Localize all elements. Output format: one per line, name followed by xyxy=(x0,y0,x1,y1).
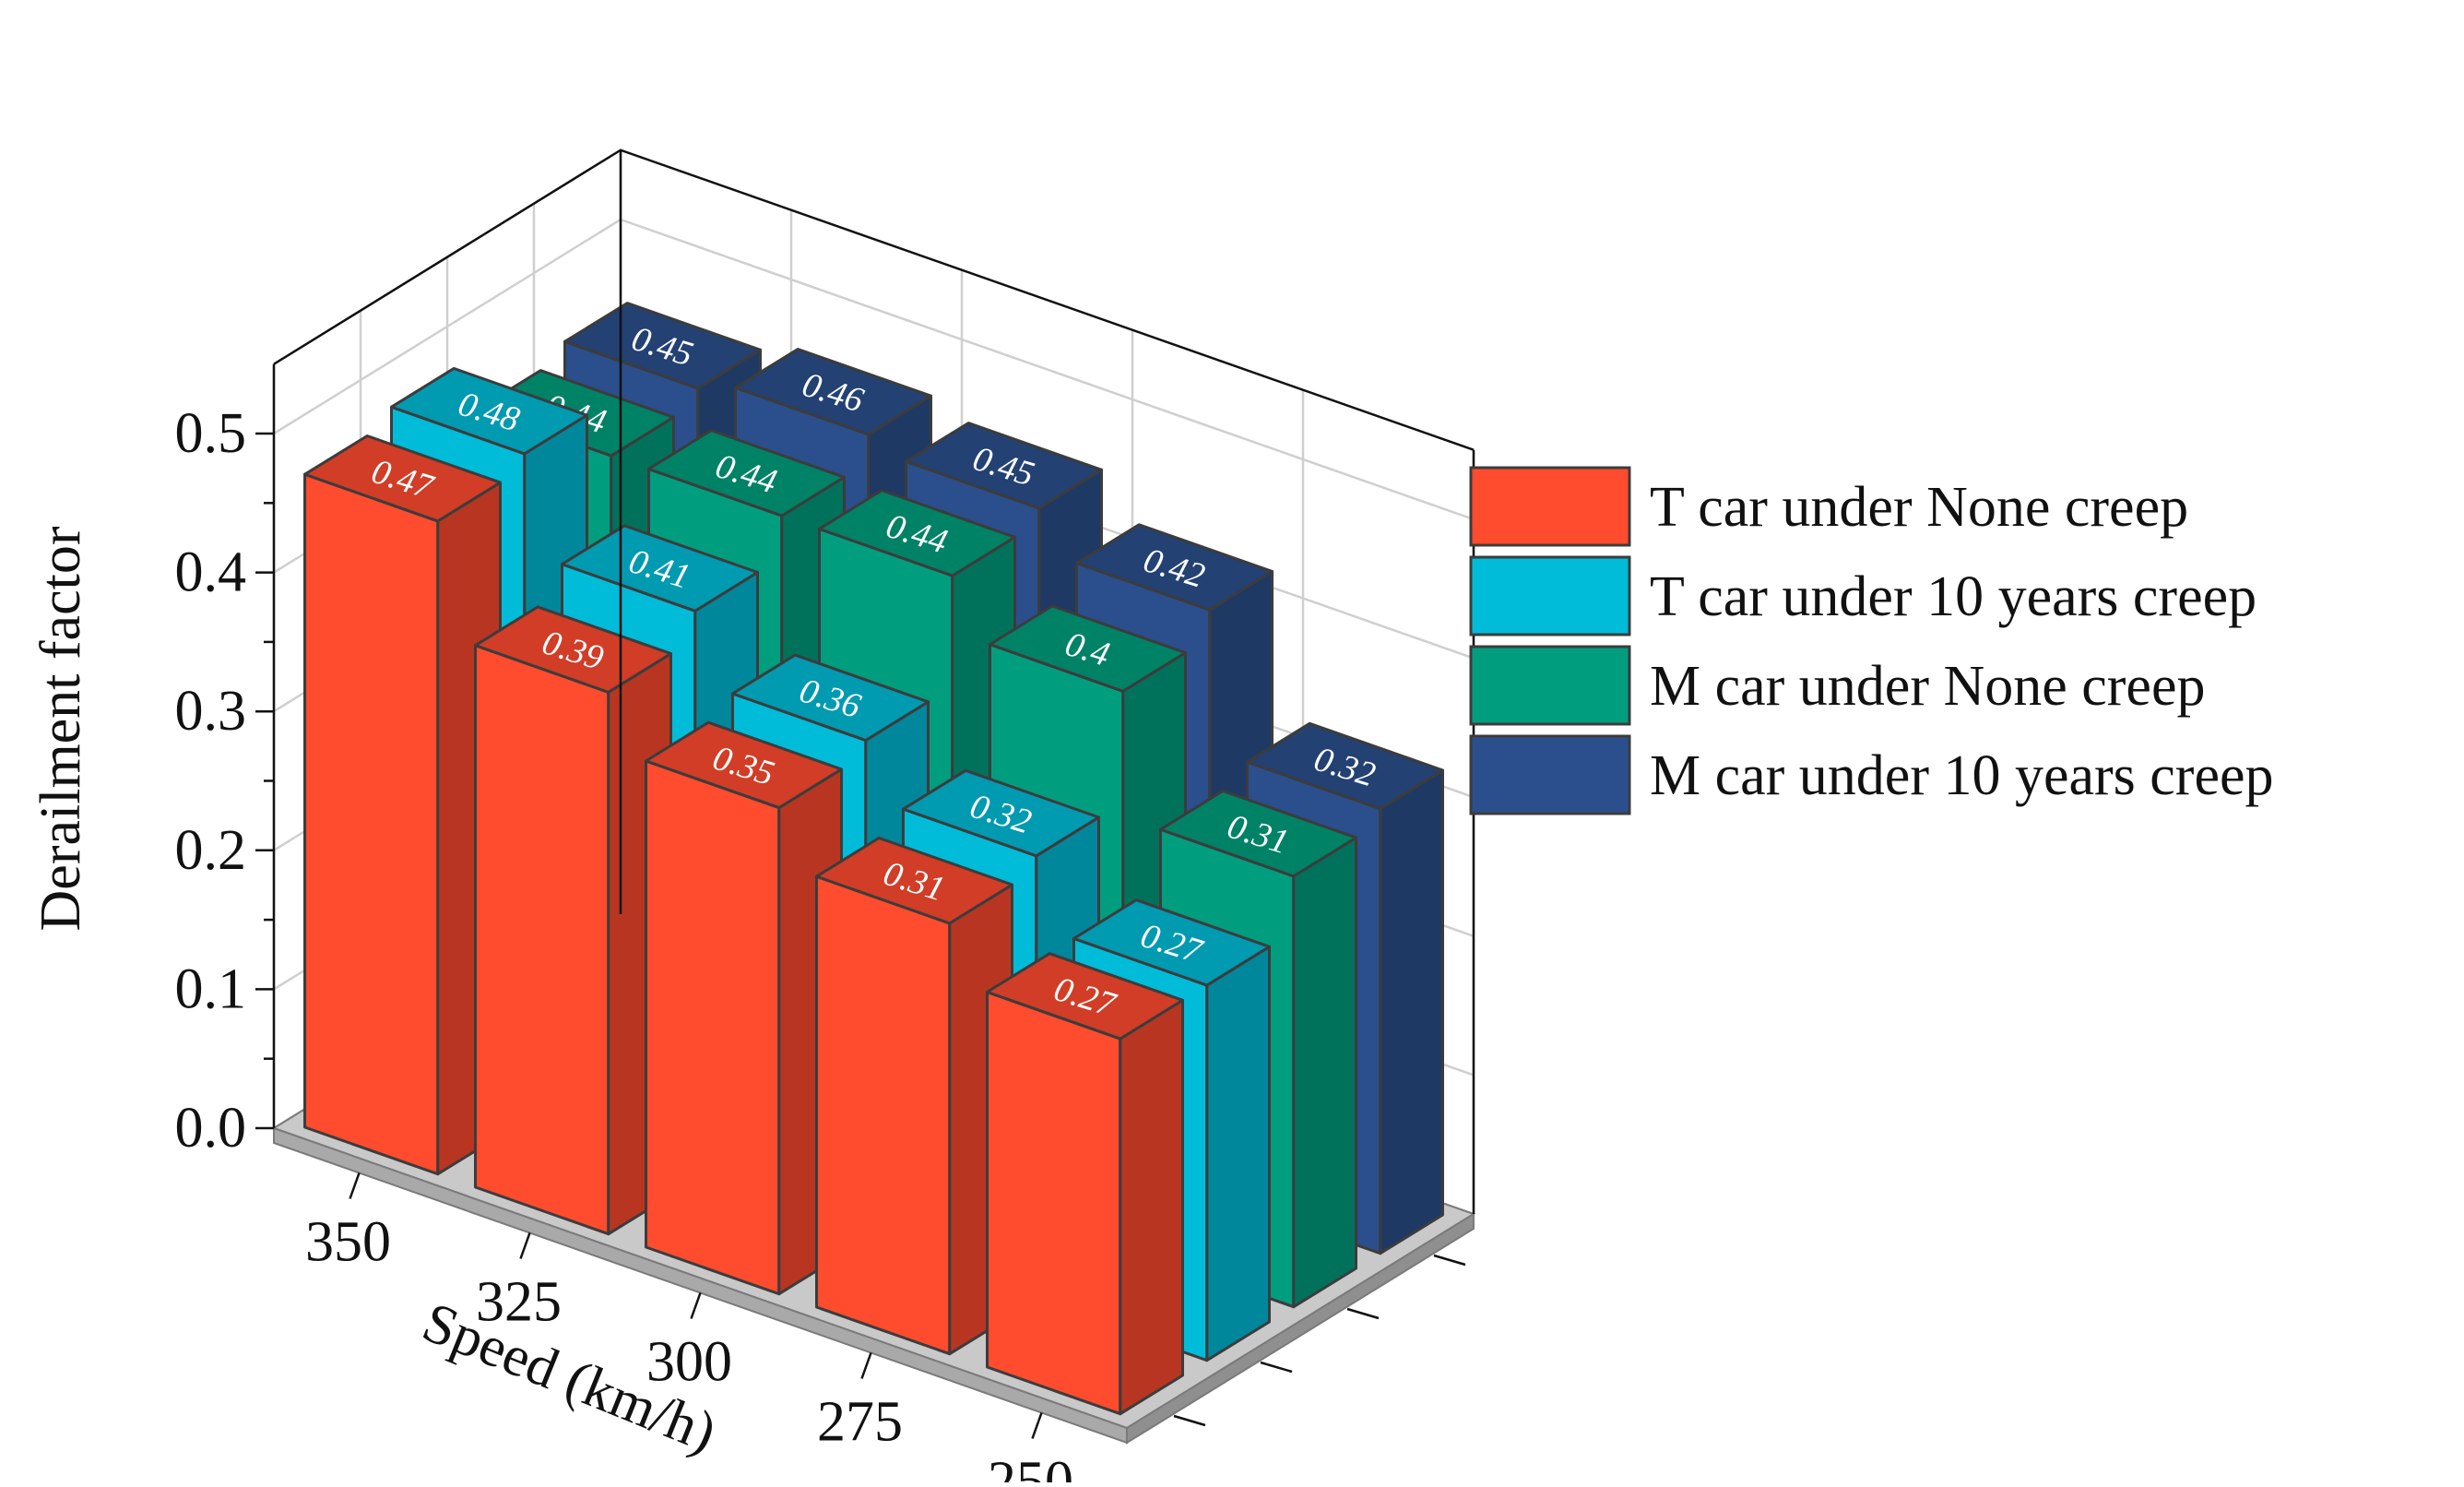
legend-item: T car under None creep xyxy=(1469,466,2188,547)
bar-side-face xyxy=(1379,768,1444,1255)
axes-layer: 0.0 0.1 0.2 0.3 0.4 0.5 350 325 300 275 250 xyxy=(175,149,1475,1487)
bar: 0.31 xyxy=(815,836,1013,1356)
x-tick-label: 325 xyxy=(476,1271,562,1334)
legend-item: M car under 10 years creep xyxy=(1469,734,2274,815)
x-tick xyxy=(690,1292,702,1319)
y-tick-label: 0.1 xyxy=(175,958,247,1020)
legend-swatch xyxy=(1469,466,1631,547)
bar-top-face xyxy=(734,348,932,436)
bar-side-face xyxy=(1119,998,1184,1416)
x-tick-label: 350 xyxy=(305,1211,391,1274)
bar-top-face xyxy=(561,524,759,613)
bar-top-face xyxy=(1159,789,1357,878)
bar-top-face xyxy=(1246,721,1444,811)
x-tick-label: 275 xyxy=(817,1391,903,1454)
y-tick-label: 0.5 xyxy=(175,402,247,465)
bar: 0.47 xyxy=(303,434,502,1176)
x-tick xyxy=(860,1352,872,1379)
bar-top-face xyxy=(731,653,930,743)
x-tick xyxy=(1031,1412,1043,1439)
legend-swatch xyxy=(1469,555,1631,636)
bar-front-face xyxy=(986,990,1122,1416)
y-tick-label: 0.0 xyxy=(175,1097,247,1160)
y-axis-title: Derailment factor xyxy=(30,526,92,931)
bar-top-face xyxy=(989,604,1187,693)
bar-front-face xyxy=(645,759,781,1296)
legend-item: M car under None creep xyxy=(1469,645,2205,726)
legend-label: T car under 10 years creep xyxy=(1650,565,2257,628)
bar-top-face xyxy=(647,429,846,517)
bar-top-face xyxy=(986,952,1184,1041)
legend-item: T car under 10 years creep xyxy=(1469,555,2257,636)
bar-front-face xyxy=(303,472,440,1176)
legend-label: T car under None creep xyxy=(1650,476,2188,539)
bar: 0.27 xyxy=(986,952,1184,1416)
depth-tick xyxy=(1433,1254,1466,1267)
legend-label: M car under 10 years creep xyxy=(1650,744,2274,807)
legend: T car under None creep T car under 10 yea… xyxy=(1469,466,2274,815)
y-tick-label: 0.4 xyxy=(175,541,247,604)
bar-top-face xyxy=(905,422,1103,510)
depth-tick xyxy=(1346,1307,1380,1320)
bar-top-face xyxy=(815,836,1013,925)
bar-top-face xyxy=(563,302,762,390)
bar-top-face xyxy=(390,366,588,456)
bar-top-face xyxy=(303,434,502,523)
bar-top-face xyxy=(1075,523,1273,612)
bar-top-face xyxy=(645,720,843,810)
bar: 0.39 xyxy=(474,605,672,1236)
legend-label: M car under None creep xyxy=(1650,655,2205,718)
bars-layer: 0.450.460.450.420.320.440.440.440.40.310… xyxy=(303,302,1444,1416)
x-tick xyxy=(519,1232,531,1259)
legend-swatch xyxy=(1469,734,1631,815)
bar-front-face xyxy=(474,644,610,1236)
bar-top-face xyxy=(818,489,1016,577)
y-tick-label: 0.3 xyxy=(175,680,247,743)
legend-swatch xyxy=(1469,645,1631,726)
bar-front-face xyxy=(815,874,952,1356)
floor-side-edge xyxy=(1126,1212,1475,1445)
bar-top-face xyxy=(1072,898,1271,987)
bar: 0.35 xyxy=(645,720,843,1296)
depth-tick xyxy=(1173,1414,1206,1427)
bar-side-face xyxy=(1292,836,1357,1309)
y-tick-label: 0.2 xyxy=(175,819,247,882)
depth-tick xyxy=(1260,1361,1293,1374)
bar-top-face xyxy=(902,768,1100,858)
bar-side-face xyxy=(1205,945,1271,1362)
bar-top-face xyxy=(474,605,672,694)
x-tick-label: 250 xyxy=(988,1451,1073,1483)
x-tick-label: 300 xyxy=(646,1331,732,1394)
x-tick xyxy=(349,1172,361,1199)
